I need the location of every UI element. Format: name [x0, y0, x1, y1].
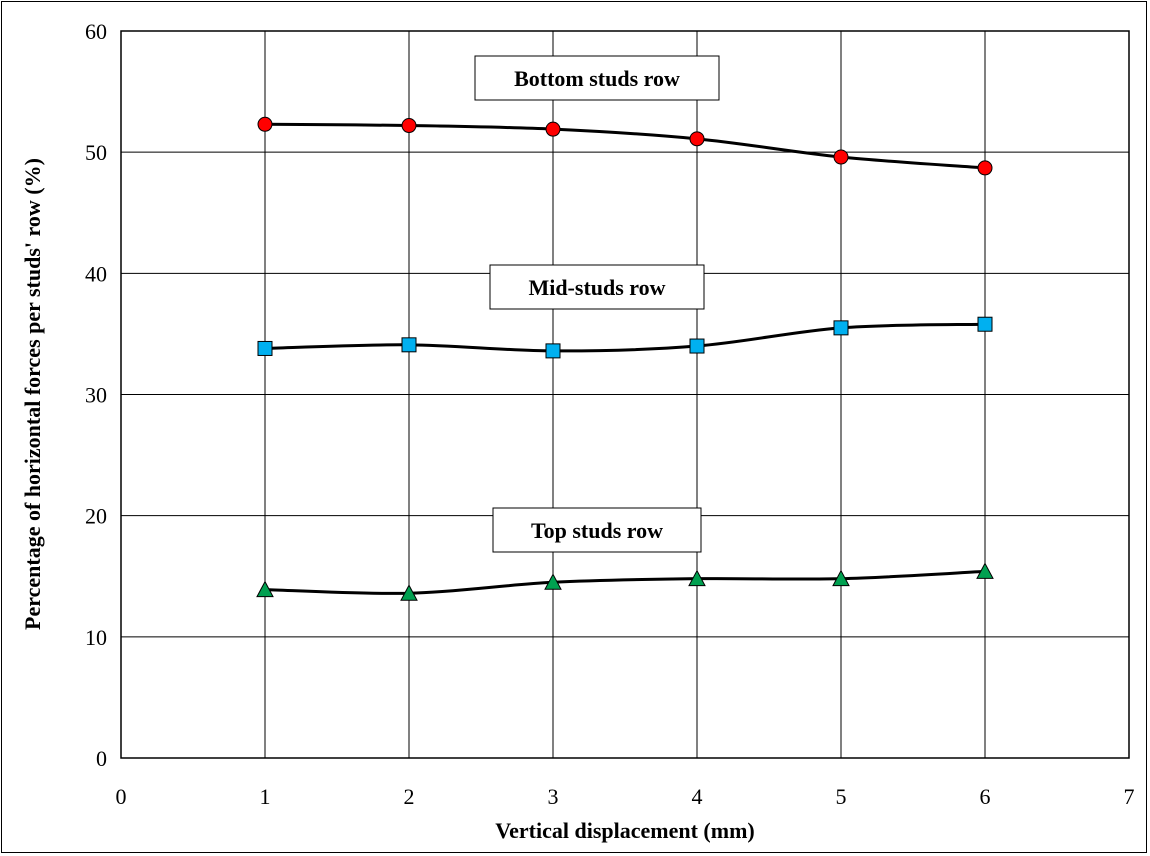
data-point: [688, 569, 706, 587]
data-point: [832, 569, 850, 587]
data-point: [545, 121, 561, 137]
series-line: [264, 322, 986, 353]
y-tick-label: 50: [85, 140, 107, 165]
data-point: [257, 340, 273, 356]
series-line: [264, 569, 986, 595]
grid: [120, 30, 1130, 759]
y-tick-label: 40: [85, 261, 107, 286]
y-tick-label: 10: [85, 625, 107, 650]
tick-labels: 0 1 2 3 4 5 6 7 0 10 20 30 40 50 60: [85, 19, 1135, 809]
series-label-background: [474, 55, 720, 101]
y-tick-label: 60: [85, 19, 107, 44]
data-point: [689, 338, 705, 354]
x-tick-label: 2: [404, 784, 415, 809]
plot-area-border: [120, 30, 1130, 759]
y-tick-label: 20: [85, 504, 107, 529]
series-label-box: Top studs row: [492, 507, 702, 553]
series-label-background: [489, 264, 705, 310]
series-label: Mid-studs row: [528, 275, 665, 300]
data-point: [545, 343, 561, 359]
x-tick-label: 0: [116, 784, 127, 809]
y-tick-label: 0: [96, 746, 107, 771]
series-label-box: Mid-studs row: [489, 264, 705, 310]
series-0: [257, 116, 993, 176]
series-label-box: Bottom studs row: [474, 55, 720, 101]
data-point: [833, 320, 849, 336]
data-point: [833, 149, 849, 165]
data-point: [689, 131, 705, 147]
series-2: [256, 562, 994, 601]
data-point: [401, 337, 417, 353]
series-label-background: [492, 507, 702, 553]
data-point: [977, 316, 993, 332]
x-tick-label: 7: [1124, 784, 1135, 809]
series-1: [257, 316, 993, 359]
y-axis-title: Percentage of horizontal forces per stud…: [20, 158, 45, 630]
data-point: [401, 118, 417, 134]
data-point: [977, 160, 993, 176]
data-point: [544, 573, 562, 590]
series-label: Top studs row: [531, 518, 663, 543]
data-point: [976, 562, 994, 579]
series-line: [264, 122, 986, 170]
data-point: [400, 584, 418, 601]
x-tick-label: 6: [980, 784, 991, 809]
y-tick-label: 30: [85, 383, 107, 408]
x-tick-label: 4: [692, 784, 703, 809]
data-point: [257, 116, 273, 132]
x-tick-label: 3: [548, 784, 559, 809]
data-point: [256, 580, 274, 598]
x-axis-title: Vertical displacement (mm): [495, 818, 754, 843]
x-tick-label: 5: [836, 784, 847, 809]
series-label: Bottom studs row: [514, 66, 680, 91]
series-labels: Bottom studs row Mid-studs row Top studs r…: [474, 55, 720, 553]
series-group: [256, 116, 994, 601]
x-tick-label: 1: [260, 784, 271, 809]
